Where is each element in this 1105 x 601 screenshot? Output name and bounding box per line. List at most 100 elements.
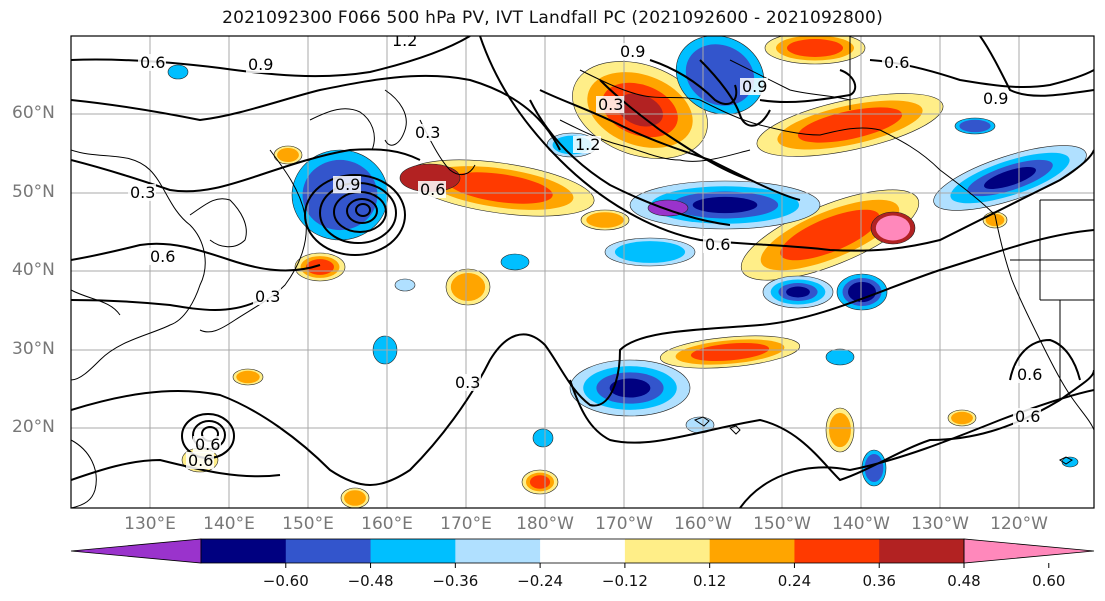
pc-shading-blob [302,159,378,231]
colorbar-label: 0.24 [777,572,812,590]
pc-shading-blob [394,278,416,292]
colorbar [70,538,1095,568]
contour-label-bg [333,176,361,193]
colorbar-label: 0.36 [862,572,896,590]
longitude-label: 120°W [990,514,1048,534]
pc-shading-blob [786,286,810,298]
contour-label: 0.9 [983,89,1008,108]
colorbar-segment [540,539,626,563]
colorbar-label: −0.12 [601,572,648,590]
contour-label-bg [418,181,446,198]
contour-label: 0.6 [884,53,909,72]
contour-label-bg [253,288,281,305]
colorbar-label: 0.12 [692,572,727,590]
colorbar-segment [285,539,372,563]
colorbar-segment [794,539,880,563]
contour-label: 0.6 [150,247,175,266]
pc-shading-blob [277,147,299,163]
longitude-label: 160°E [361,514,413,534]
contour-label: 0.9 [248,55,273,74]
contour-label: 0.3 [130,183,155,202]
contour-label: 0.3 [255,287,280,306]
longitude-label: 140°E [203,514,255,534]
pc-shading-blob [690,342,770,362]
contour-label-bg [882,54,910,71]
contour-label: 0.9 [742,77,767,96]
contour-labels: 0.6 0.9 1.2 0.3 0.6 0.3 0.9 0.6 0.3 0.6 0.6 0.9 1.2 0… [128,31,1043,470]
contour-label: 0.9 [620,42,645,61]
contour-label: 0.3 [598,95,623,114]
pc-shading-blob [864,453,884,483]
colorbar-extend-high [963,538,1095,564]
contour-label-bg [453,374,481,391]
contour-label: 1.2 [392,31,417,50]
chart-title: 2021092300 F066 500 hPa PV, IVT Landfall… [222,8,883,28]
contour-label: 0.6 [188,451,213,470]
latitude-label: 40°N [12,260,55,280]
colorbar-label: 0.60 [1032,572,1066,590]
pc-shading-blob [825,348,855,366]
longitude-label: 180°W [516,514,574,534]
pc-shading-blob [500,253,530,271]
colorbar-label: −0.36 [432,572,479,590]
pc-shading-blob [647,199,689,217]
contour-label: 1.2 [575,135,600,154]
latitude-label: 50°N [12,182,55,202]
colorbar-frame [200,538,965,564]
contour-label: 0.6 [420,180,445,199]
pc-shading-blob [951,411,973,425]
contour-label-bg [1015,366,1043,383]
pc-shading-blob [787,39,843,57]
contour-label-bg [128,184,156,201]
contour-label: 0.3 [455,373,480,392]
pc-shading-blob [692,196,758,214]
longitude-label: 150°E [282,514,334,534]
contour-label-bg [138,54,166,71]
colorbar-label: −0.48 [347,572,394,590]
contour-label: 0.3 [415,123,440,142]
coastlines [71,36,1094,508]
contour-label: 0.9 [335,175,360,194]
contour-label-bg [618,43,646,60]
contour-label-bg [390,36,418,49]
pc-shading-blob [529,475,551,489]
pc-shading-blob [875,215,911,241]
pv-contours [71,36,1094,508]
longitude-label: 170°E [440,514,492,534]
pc-shading-blob [984,166,1036,190]
pc-shading-blob [532,428,554,448]
contour-label: 0.6 [140,53,165,72]
contour-label: 0.6 [1015,407,1040,426]
contour-label-bg [193,436,221,453]
pc-shading-blob [617,93,663,127]
colorbar-extend-low [70,538,202,564]
pc-shading-blob [614,241,686,263]
graticule [71,36,1094,508]
longitude-label: 160°W [674,514,732,534]
latitude-label: 20°N [12,417,55,437]
colorbar-segment [624,539,711,563]
colorbar-segment [370,539,456,563]
contour-label: 0.6 [1017,365,1042,384]
pc-shading-blob [236,370,260,384]
contour-label-bg [740,78,768,95]
map-frame [70,35,1095,509]
colorbar-label: −0.60 [262,572,309,590]
pc-shading-blob [959,119,991,133]
contour-label-bg [413,124,441,141]
longitude-label: 140°W [832,514,890,534]
contour-label: 0.6 [705,235,730,254]
colorbar-label: −0.24 [517,572,564,590]
colorbar-segment [201,539,287,563]
colorbar-segment [879,539,965,563]
contour-label-bg [148,248,176,265]
pc-shading-blob [609,378,651,398]
contour-label-bg [596,96,624,113]
pc-shading-blob [344,490,366,506]
latitude-label: 60°N [12,103,55,123]
contour-label-bg [1013,408,1041,425]
longitude-label: 130°W [911,514,969,534]
colorbar-label: 0.48 [947,572,981,590]
pc-shading-blob [985,213,1005,227]
